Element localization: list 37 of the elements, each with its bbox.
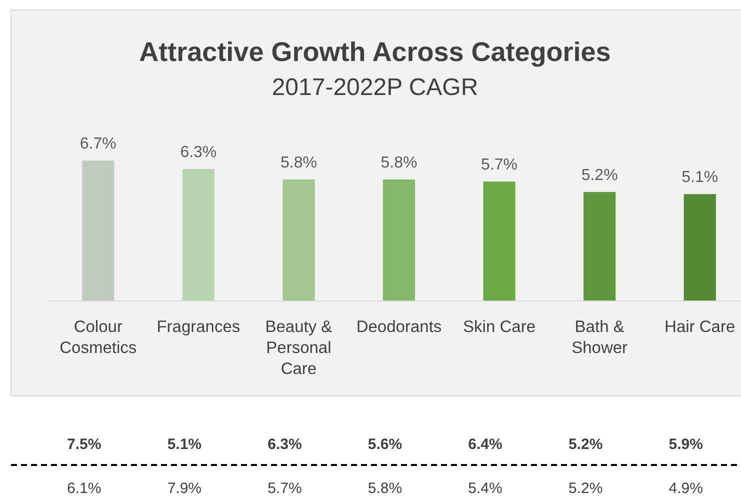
text: 7.9% (167, 480, 202, 497)
bar (182, 168, 214, 301)
x-tick-label: Skin Care (463, 318, 536, 336)
chart-subtitle: 2017-2022P CAGR (272, 74, 478, 101)
text: 6.1% (67, 480, 102, 497)
bar (584, 192, 616, 301)
data-label: 6.7% (80, 136, 116, 153)
text: 6.4% (468, 436, 502, 453)
x-tick-label: Colour Cosmetics (60, 318, 137, 357)
bar (82, 160, 114, 301)
bar (282, 179, 315, 301)
text: 5.6% (368, 436, 402, 453)
bar (684, 194, 716, 301)
text: 5.9% (668, 436, 703, 453)
bar (483, 182, 516, 301)
text: 5.4% (468, 480, 502, 497)
x-tick-label: Hair Care (664, 318, 736, 336)
chart-title: Attractive Growth Across Categories (139, 37, 611, 67)
text: 4.9% (668, 480, 703, 497)
data-label: 5.7% (481, 156, 518, 174)
text: 7.5% (67, 436, 102, 453)
data-label: 6.3% (180, 144, 217, 161)
x-tick-label: Bath & Shower (572, 318, 628, 357)
data-label: 5.8% (380, 154, 418, 172)
data-label: 5.8% (280, 154, 317, 172)
text: 5.7% (268, 480, 302, 497)
text: 5.2% (568, 480, 603, 497)
text: 6.3% (268, 436, 302, 453)
x-tick-label: Deodorants (356, 318, 442, 336)
text: 5.8% (368, 480, 402, 497)
text: 5.1% (167, 436, 202, 453)
x-tick-label: Fragrances (156, 318, 240, 336)
data-label: 5.2% (581, 167, 618, 184)
text: 5.2% (568, 436, 603, 453)
x-tick-label: Beauty & Personal Care (265, 318, 332, 378)
bar (382, 179, 416, 301)
data-label: 5.1% (682, 169, 718, 186)
